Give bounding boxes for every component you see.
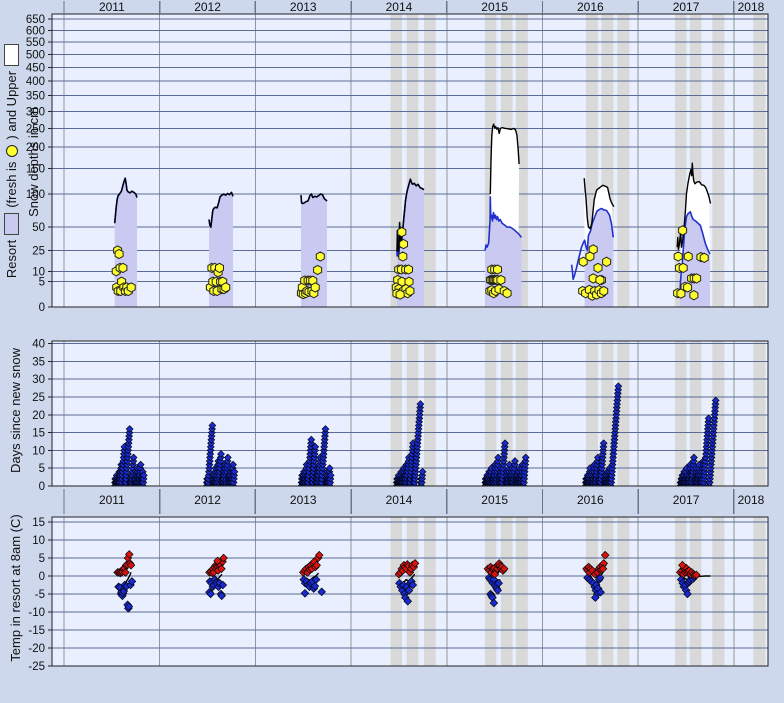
svg-text:350: 350 [26, 91, 45, 103]
middle-chart-ylabel: Days since new snow [8, 343, 23, 478]
svg-text:100: 100 [26, 189, 45, 201]
svg-text:2014: 2014 [386, 0, 413, 14]
svg-text:2014: 2014 [386, 493, 413, 507]
svg-text:-25: -25 [28, 661, 45, 673]
ylabel-temp-8am: Temp in resort at 8am (C) [8, 514, 23, 662]
svg-text:2015: 2015 [481, 0, 508, 14]
svg-text:2018: 2018 [738, 0, 765, 14]
svg-text:20: 20 [32, 410, 45, 422]
fresh-snow-dot-icon [5, 144, 18, 157]
svg-text:15: 15 [32, 517, 45, 529]
svg-text:25: 25 [32, 246, 45, 258]
svg-text:2016: 2016 [577, 493, 604, 507]
svg-text:0: 0 [39, 302, 45, 314]
top-chart-ylabel: Resort (fresh is ) and Upper [4, 22, 19, 300]
ylabel-snow-depths: Snow depths in cm [26, 107, 41, 217]
svg-text:35: 35 [32, 356, 45, 368]
svg-text:15: 15 [32, 428, 45, 440]
svg-text:10: 10 [32, 266, 45, 278]
svg-text:50: 50 [32, 222, 45, 234]
svg-text:600: 600 [26, 25, 45, 37]
ylabel-fresh-text: (fresh is [4, 161, 19, 208]
resort-swatch-icon [4, 212, 19, 235]
svg-text:-10: -10 [28, 607, 45, 619]
svg-text:-20: -20 [28, 643, 45, 655]
svg-text:550: 550 [26, 37, 45, 49]
svg-text:2013: 2013 [290, 493, 317, 507]
svg-text:25: 25 [32, 392, 45, 404]
svg-text:650: 650 [26, 14, 45, 26]
svg-text:10: 10 [32, 445, 45, 457]
svg-text:0: 0 [39, 481, 45, 493]
top-chart-ylabel-line2: Snow depths in cm [26, 82, 41, 242]
svg-text:2013: 2013 [290, 0, 317, 14]
svg-text:2011: 2011 [99, 0, 125, 14]
ylabel-upper-text: ) and Upper [4, 70, 19, 140]
svg-text:40: 40 [32, 339, 45, 351]
svg-text:450: 450 [26, 62, 45, 74]
svg-text:2012: 2012 [194, 493, 221, 507]
svg-text:2016: 2016 [577, 0, 604, 14]
svg-text:2017: 2017 [673, 493, 700, 507]
svg-text:5: 5 [39, 277, 45, 289]
svg-text:2011: 2011 [99, 493, 125, 507]
svg-text:-5: -5 [35, 589, 45, 601]
svg-text:150: 150 [26, 164, 45, 176]
ylabel-days-since-new-snow: Days since new snow [8, 348, 23, 473]
svg-text:30: 30 [32, 374, 45, 386]
svg-text:300: 300 [26, 106, 45, 118]
svg-text:2017: 2017 [673, 0, 700, 14]
svg-text:5: 5 [39, 463, 45, 475]
svg-text:10: 10 [32, 535, 45, 547]
bottom-chart-ylabel: Temp in resort at 8am (C) [8, 508, 23, 668]
ylabel-resort-text: Resort [4, 239, 19, 279]
svg-text:250: 250 [26, 123, 45, 135]
svg-text:2018: 2018 [738, 493, 765, 507]
svg-text:400: 400 [26, 76, 45, 88]
svg-text:200: 200 [26, 142, 45, 154]
upper-swatch-icon [4, 43, 19, 66]
svg-text:2012: 2012 [194, 0, 221, 14]
svg-text:0: 0 [39, 571, 45, 583]
svg-text:5: 5 [39, 553, 45, 565]
svg-text:500: 500 [26, 49, 45, 61]
svg-text:2015: 2015 [481, 493, 508, 507]
svg-text:-15: -15 [28, 625, 45, 637]
